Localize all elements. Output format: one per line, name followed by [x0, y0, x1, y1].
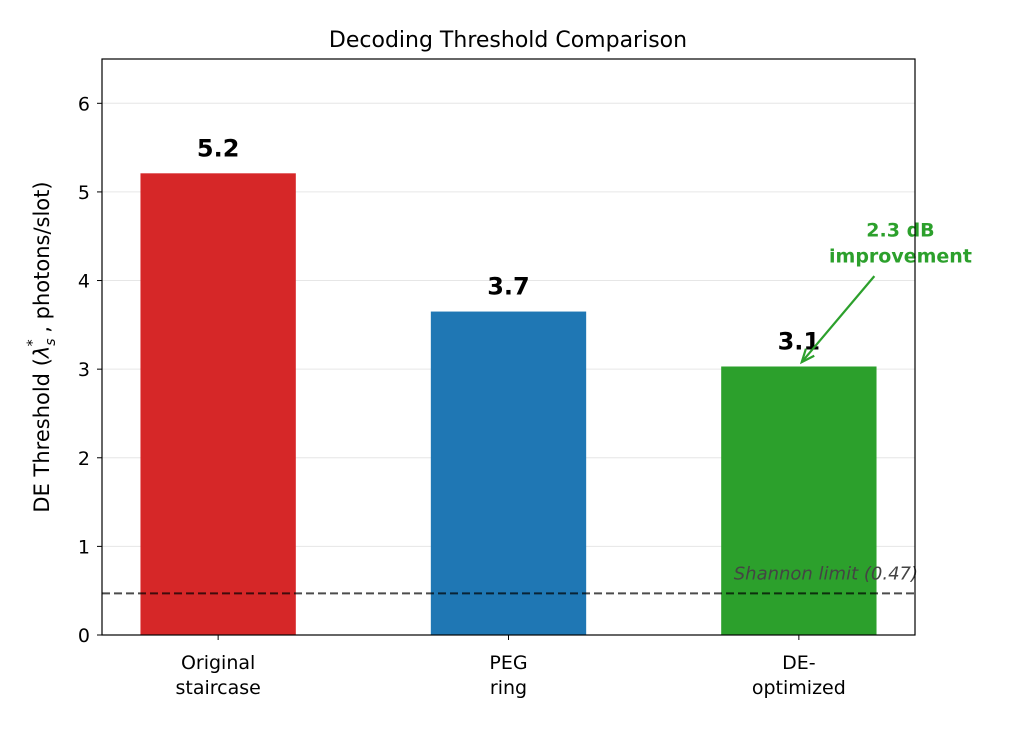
reference-line-label: Shannon limit (0.47): [734, 563, 918, 584]
arrowhead-icon: [799, 348, 815, 365]
annotation-text: improvement: [829, 246, 972, 268]
y-tick-label: 4: [78, 271, 90, 293]
y-tick-label: 3: [78, 359, 90, 381]
data-label: 3.7: [487, 273, 530, 301]
x-tick-label: optimized: [752, 677, 846, 699]
x-tick-label: DE-: [782, 652, 816, 674]
x-tick-label: PEG: [489, 652, 527, 674]
x-tick-label: Original: [181, 652, 255, 674]
y-tick-label: 0: [78, 625, 90, 647]
bars: [140, 173, 877, 635]
y-tick-label: 1: [78, 536, 90, 558]
annotation-text: 2.3 dB: [866, 220, 934, 242]
x-axis-ticks: Original staircase PEG ring DE-optimized: [175, 635, 846, 699]
chart-title: Decoding Threshold Comparison: [329, 28, 687, 53]
y-tick-label: 2: [78, 448, 90, 470]
y-axis-ticks: 0 1 2 3 4 5 6: [78, 93, 102, 647]
data-label: 5.2: [197, 134, 240, 162]
data-labels: 5.2 3.7 3.1: [197, 134, 820, 355]
x-tick-label: staircase: [175, 677, 260, 699]
x-tick-label: ring: [490, 677, 527, 699]
improvement-annotation: 2.3 dB improvement: [799, 220, 972, 365]
y-tick-label: 6: [78, 93, 90, 115]
annotation-arrow: [800, 275, 876, 363]
bar-2: [721, 366, 877, 635]
y-axis-label: DE Threshold (λs* , photons/slot): [25, 181, 59, 512]
shannon-limit-line: Shannon limit (0.47): [102, 563, 918, 595]
y-tick-label: 5: [78, 182, 90, 204]
bar-0: [140, 173, 296, 635]
data-label: 3.1: [778, 327, 821, 355]
bar-1: [430, 311, 587, 635]
